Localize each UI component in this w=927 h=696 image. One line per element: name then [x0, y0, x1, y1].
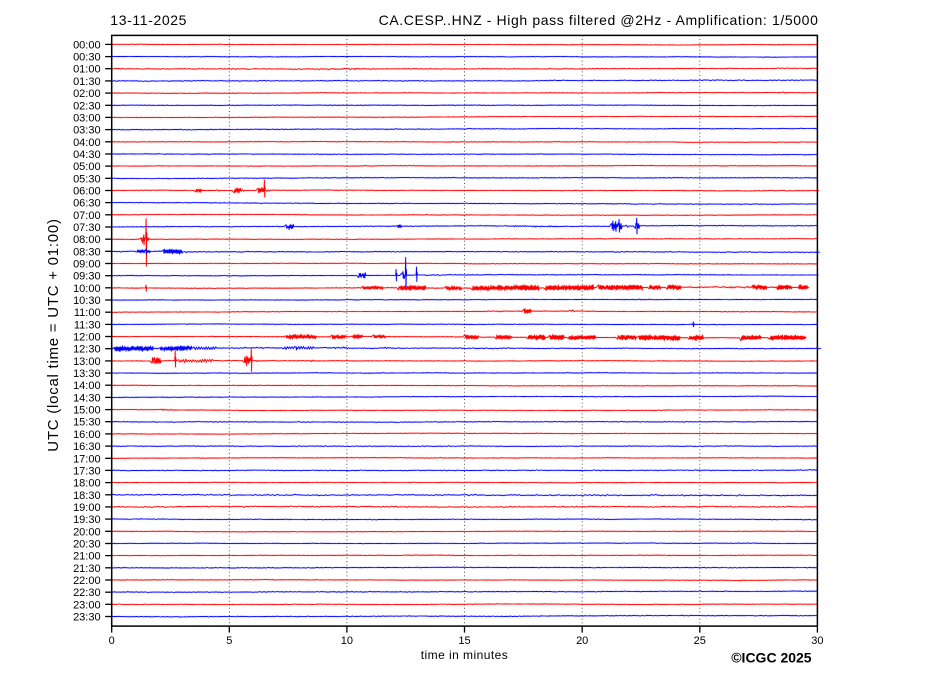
svg-text:09:00: 09:00	[73, 259, 101, 271]
svg-text:16:00: 16:00	[73, 429, 101, 441]
svg-text:03:30: 03:30	[73, 125, 101, 137]
svg-text:13:30: 13:30	[73, 368, 101, 380]
svg-text:07:00: 07:00	[73, 210, 101, 222]
svg-text:17:00: 17:00	[73, 453, 101, 465]
svg-text:10:00: 10:00	[73, 283, 101, 295]
svg-text:19:30: 19:30	[73, 514, 101, 526]
svg-text:08:00: 08:00	[73, 234, 101, 246]
svg-text:5: 5	[226, 635, 232, 647]
svg-text:21:30: 21:30	[73, 563, 101, 575]
svg-text:02:00: 02:00	[73, 88, 101, 100]
svg-text:07:30: 07:30	[73, 222, 101, 234]
svg-text:05:00: 05:00	[73, 161, 101, 173]
svg-text:19:00: 19:00	[73, 502, 101, 514]
svg-text:©ICGC 2025: ©ICGC 2025	[731, 650, 812, 666]
svg-text:05:30: 05:30	[73, 173, 101, 185]
svg-text:00:30: 00:30	[73, 52, 101, 64]
svg-text:12:30: 12:30	[73, 344, 101, 356]
svg-text:13:00: 13:00	[73, 356, 101, 368]
svg-text:20:30: 20:30	[73, 539, 101, 551]
svg-text:14:00: 14:00	[73, 380, 101, 392]
svg-text:06:30: 06:30	[73, 198, 101, 210]
svg-text:16:30: 16:30	[73, 441, 101, 453]
svg-text:18:30: 18:30	[73, 490, 101, 502]
svg-text:02:30: 02:30	[73, 100, 101, 112]
svg-text:UTC (local time = UTC + 01:00): UTC (local time = UTC + 01:00)	[45, 218, 62, 451]
svg-text:04:00: 04:00	[73, 137, 101, 149]
svg-text:15:00: 15:00	[73, 405, 101, 417]
svg-text:30: 30	[811, 635, 823, 647]
svg-text:00:00: 00:00	[73, 39, 101, 51]
svg-text:18:00: 18:00	[73, 478, 101, 490]
svg-text:06:00: 06:00	[73, 186, 101, 198]
svg-text:CA.CESP..HNZ - High pass filte: CA.CESP..HNZ - High pass filtered @2Hz -…	[379, 12, 819, 28]
svg-text:08:30: 08:30	[73, 246, 101, 258]
svg-text:0: 0	[109, 635, 115, 647]
svg-text:11:30: 11:30	[74, 319, 101, 331]
svg-text:20:00: 20:00	[73, 526, 101, 538]
svg-text:03:00: 03:00	[73, 112, 101, 124]
svg-text:12:00: 12:00	[73, 332, 101, 344]
svg-text:15:30: 15:30	[73, 417, 101, 429]
svg-text:01:30: 01:30	[73, 76, 101, 88]
svg-text:25: 25	[694, 635, 706, 647]
svg-text:01:00: 01:00	[73, 64, 101, 76]
svg-text:time in minutes: time in minutes	[421, 648, 508, 662]
svg-text:22:30: 22:30	[73, 587, 101, 599]
svg-text:13-11-2025: 13-11-2025	[110, 12, 187, 28]
svg-text:04:30: 04:30	[73, 149, 101, 161]
svg-text:10:30: 10:30	[73, 295, 101, 307]
svg-text:22:00: 22:00	[73, 575, 101, 587]
svg-text:23:30: 23:30	[73, 612, 101, 624]
svg-text:15: 15	[458, 635, 470, 647]
svg-text:23:00: 23:00	[73, 599, 101, 611]
svg-text:10: 10	[341, 635, 353, 647]
svg-text:21:00: 21:00	[73, 551, 101, 563]
svg-text:09:30: 09:30	[73, 271, 101, 283]
svg-text:20: 20	[576, 635, 588, 647]
svg-text:11:00: 11:00	[74, 307, 101, 319]
svg-text:14:30: 14:30	[73, 392, 101, 404]
svg-text:17:30: 17:30	[73, 465, 101, 477]
